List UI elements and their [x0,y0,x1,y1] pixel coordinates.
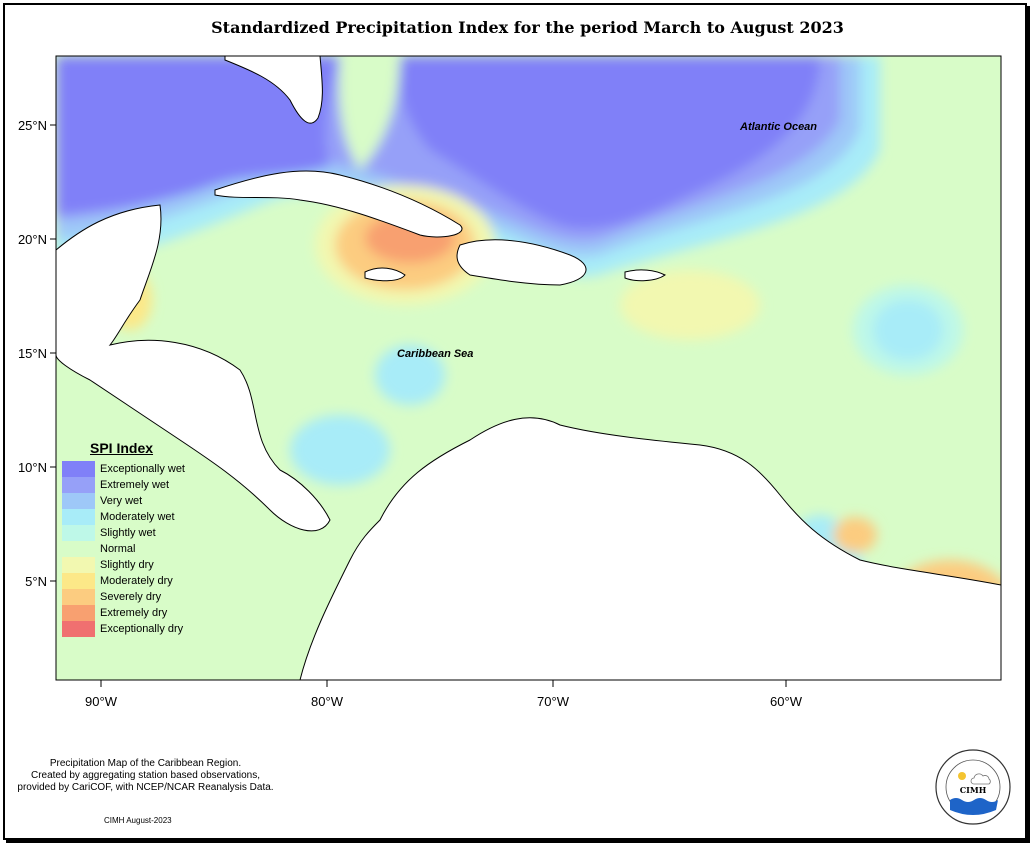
land-masses [56,56,1001,680]
legend-item: Severely dry [62,589,202,605]
legend-swatch [62,541,95,557]
legend-item: Normal [62,541,202,557]
legend-item: Extremely wet [62,477,202,493]
legend-swatch [62,493,95,509]
lat-label-20: 20°N [18,232,47,247]
legend-label: Normal [100,543,136,555]
lon-axis: 90°W 80°W 70°W 60°W [85,680,803,709]
map-title: Standardized Precipitation Index for the… [211,18,844,37]
lon-label-80: 80°W [311,694,344,709]
legend-item: Moderately wet [62,509,202,525]
legend-label: Very wet [100,495,143,507]
legend-item: Slightly wet [62,525,202,541]
caption-line: provided by CariCOF, with NCEP/NCAR Rean… [17,782,274,793]
map-caption: Precipitation Map of the Caribbean Regio… [8,758,283,794]
legend-label: Exceptionally wet [100,463,185,475]
caption-line: Precipitation Map of the Caribbean Regio… [49,758,242,769]
cimh-logo: CIMH [935,749,1011,825]
legend-label: Slightly wet [100,527,156,539]
caribbean-sea-label: Caribbean Sea [397,348,473,360]
legend-swatch [62,525,95,541]
credit-text: CIMH August-2023 [104,816,172,825]
cloud-icon [970,773,991,785]
spi-legend: SPI Index Exceptionally wet Extremely we… [62,440,202,637]
lon-label-90: 90°W [85,694,118,709]
legend-swatch [62,509,95,525]
lat-label-5: 5°N [25,574,47,589]
legend-swatch [62,605,95,621]
legend-items: Exceptionally wet Extremely wet Very wet… [62,461,202,637]
legend-label: Extremely dry [100,607,168,619]
legend-item: Moderately dry [62,573,202,589]
legend-label: Slightly dry [100,559,154,571]
lat-label-10: 10°N [18,460,47,475]
legend-label: Severely dry [100,591,162,603]
sun-icon [958,772,966,780]
caption-line: Created by aggregating station based obs… [30,770,261,781]
legend-swatch [62,573,95,589]
waves-icon [950,798,998,815]
legend-swatch [62,461,95,477]
lat-label-15: 15°N [18,346,47,361]
atlantic-ocean-label: Atlantic Ocean [739,121,817,133]
legend-swatch [62,557,95,573]
legend-item: Exceptionally wet [62,461,202,477]
legend-item: Slightly dry [62,557,202,573]
spi-field [56,56,1001,680]
legend-swatch [62,477,95,493]
legend-title: SPI Index [90,440,154,456]
legend-item: Extremely dry [62,605,202,621]
lat-axis: 25°N 20°N 15°N 10°N 5°N [18,118,56,589]
logo-text: CIMH [960,785,987,795]
legend-swatch [62,589,95,605]
legend-item: Very wet [62,493,202,509]
legend-swatch [62,621,95,637]
legend-label: Moderately dry [100,575,173,587]
plot-border [55,55,1002,681]
legend-label: Moderately wet [100,511,175,523]
legend-label: Extremely wet [100,479,170,491]
lon-label-60: 60°W [770,694,803,709]
lat-label-25: 25°N [18,118,47,133]
lon-label-70: 70°W [537,694,570,709]
legend-item: Exceptionally dry [62,621,202,637]
legend-label: Exceptionally dry [100,623,184,635]
